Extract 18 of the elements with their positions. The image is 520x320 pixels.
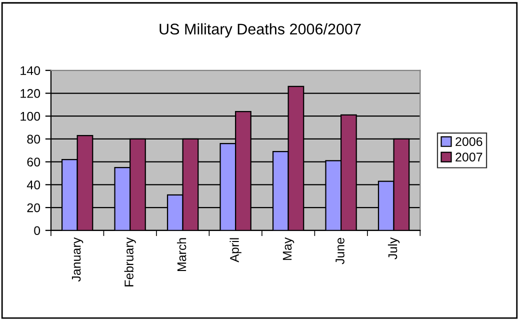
y-tick-label: 80 [27, 134, 40, 144]
y-tick-label: 20 [27, 203, 40, 212]
x-tick-label: May [282, 237, 294, 260]
y-tick-label: 140 [20, 66, 40, 76]
x-tick-label: March [176, 238, 186, 272]
y-tick-label: 40 [26, 180, 40, 190]
chart-title: US Military Deaths 2006/2007 [160, 23, 361, 38]
x-tick-label: July [388, 237, 400, 260]
x-tick-label: January [72, 237, 84, 282]
legend-label: 2006 [456, 137, 482, 146]
legend-label: 2007 [456, 152, 482, 162]
x-tick-label: February [124, 237, 136, 286]
y-tick-label: 0 [34, 226, 40, 236]
y-tick-label: 60 [27, 158, 40, 166]
y-tick-label: 120 [20, 89, 40, 98]
x-tick-label: April [230, 238, 242, 262]
y-tick-label: 100 [20, 112, 40, 121]
x-tick-label: June [336, 238, 344, 264]
